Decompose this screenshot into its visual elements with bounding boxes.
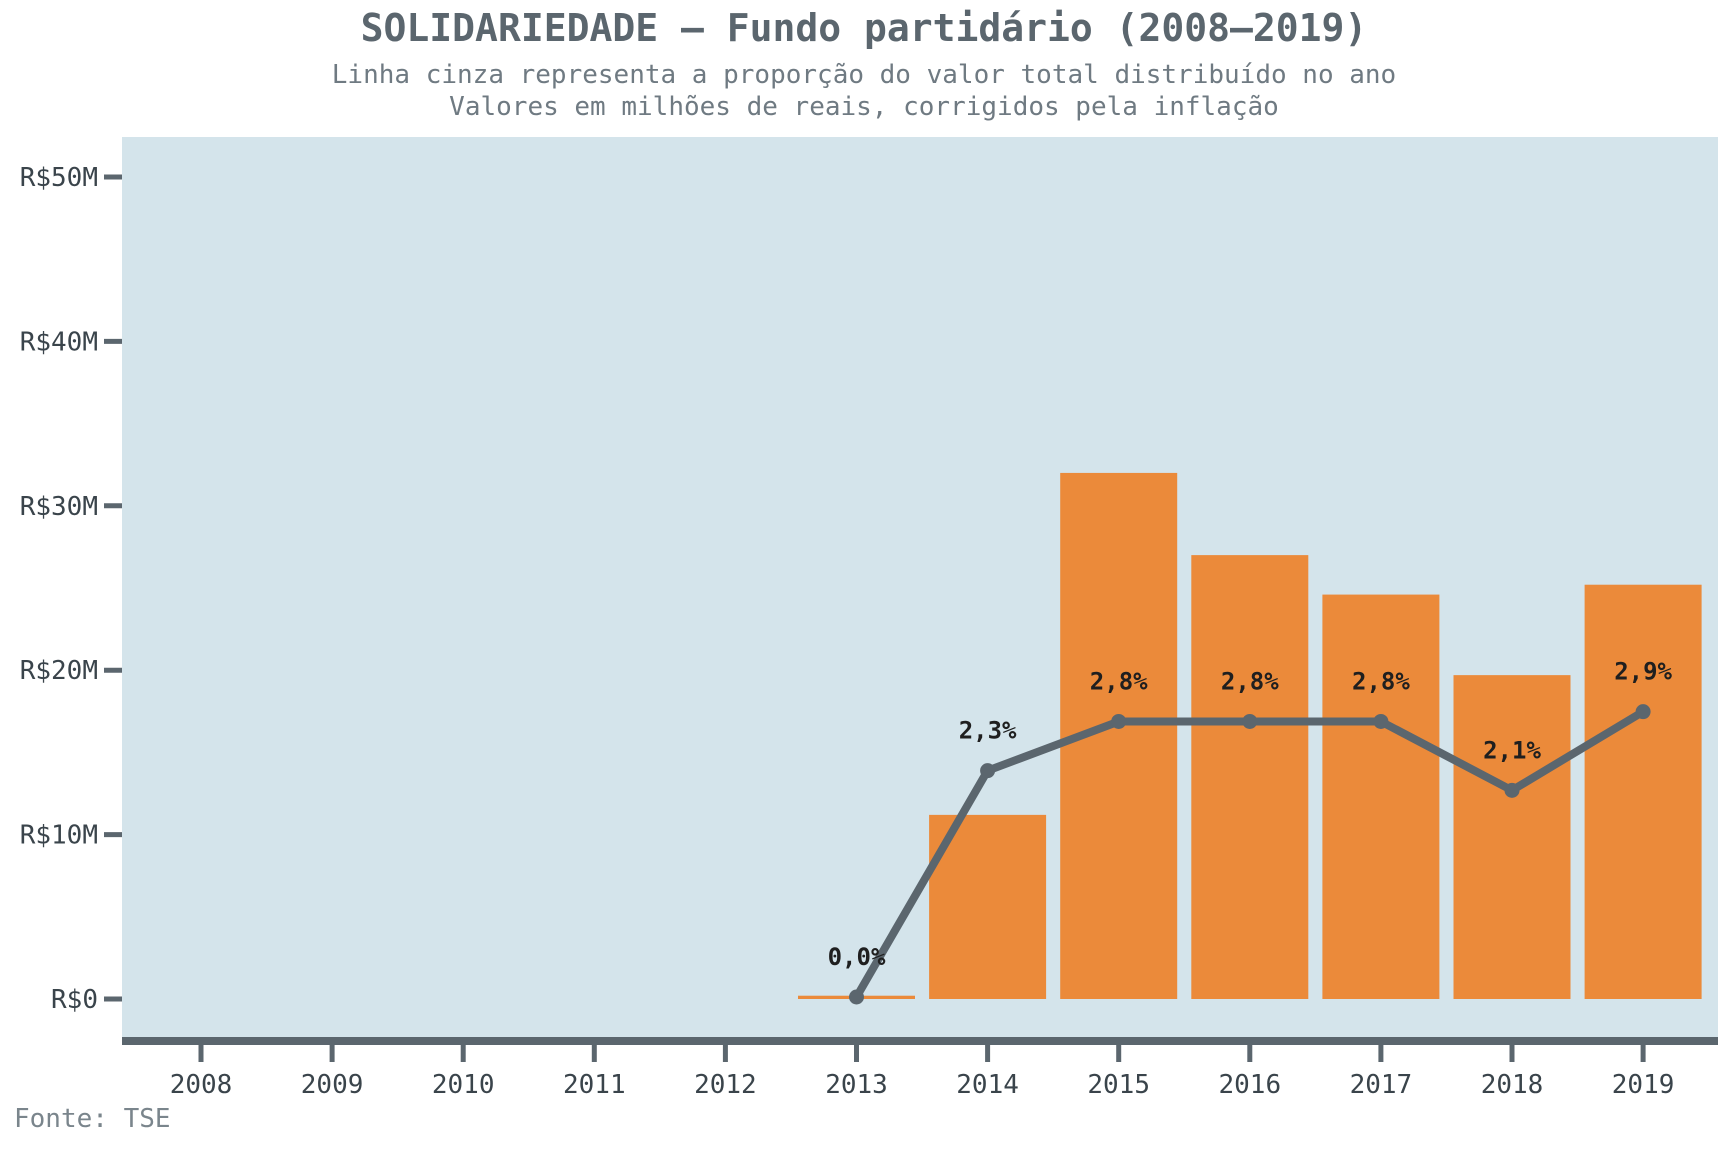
chart-title: SOLIDARIEDADE – Fundo partidário (2008–2…: [360, 6, 1368, 50]
proportion-label-2017: 2,8%: [1352, 667, 1410, 695]
bar-2016: [1191, 555, 1309, 999]
x-tick-label-2013: 2013: [825, 1070, 888, 1100]
chart-subtitle-line-2: Valores em milhões de reais, corrigidos …: [449, 92, 1279, 122]
proportion-label-2014: 2,3%: [959, 717, 1017, 745]
x-tick-label-2016: 2016: [1218, 1070, 1281, 1100]
y-tick-label-0: R$0: [51, 985, 98, 1015]
bar-2019: [1584, 584, 1702, 999]
y-axis: R$0 R$10M R$20M R$30M R$40M R$50M: [20, 163, 122, 1015]
proportion-point-2018: [1504, 782, 1520, 798]
x-tick-label-2014: 2014: [956, 1070, 1019, 1100]
x-tick-label-2015: 2015: [1087, 1070, 1150, 1100]
y-tick-label-30: R$30M: [20, 492, 98, 522]
x-tick-label-2010: 2010: [432, 1070, 495, 1100]
y-tick-label-20: R$20M: [20, 656, 98, 686]
proportion-label-2016: 2,8%: [1221, 667, 1279, 695]
proportion-point-2019: [1635, 704, 1651, 720]
y-tick-label-50: R$50M: [20, 163, 98, 193]
x-tick-label-2019: 2019: [1612, 1070, 1675, 1100]
proportion-point-2013: [849, 989, 864, 1005]
chart-subtitle-line-1: Linha cinza representa a proporção do va…: [331, 60, 1397, 90]
proportion-label-2019: 2,9%: [1614, 658, 1672, 686]
x-tick-label-2009: 2009: [301, 1070, 364, 1100]
y-tick-label-10: R$10M: [20, 821, 98, 851]
proportion-line: 0,0% 2,3% 2,8% 2,8% 2,8% 2,1% 2,9%: [828, 658, 1673, 1005]
x-tick-label-2012: 2012: [694, 1070, 757, 1100]
proportion-label-2013: 0,0%: [828, 943, 886, 971]
proportion-point-2014: [980, 763, 996, 779]
x-axis: 2008 2009 2010 2011 2012 2013 2014 2015 2016 2017…: [122, 1037, 1718, 1100]
proportion-point-2016: [1242, 713, 1258, 729]
y-tick-label-40: R$40M: [20, 327, 98, 357]
x-tick-label-2011: 2011: [563, 1070, 626, 1100]
proportion-point-2015: [1111, 713, 1127, 729]
x-tick-label-2008: 2008: [170, 1070, 233, 1100]
proportion-label-2018: 2,1%: [1483, 736, 1541, 764]
proportion-point-2017: [1373, 713, 1389, 729]
source-note: Fonte: TSE: [14, 1104, 171, 1134]
bar-2018: [1453, 675, 1571, 999]
x-tick-label-2018: 2018: [1481, 1070, 1544, 1100]
proportion-label-2015: 2,8%: [1090, 667, 1148, 695]
x-tick-label-2017: 2017: [1350, 1070, 1413, 1100]
bar-2017: [1322, 594, 1440, 999]
